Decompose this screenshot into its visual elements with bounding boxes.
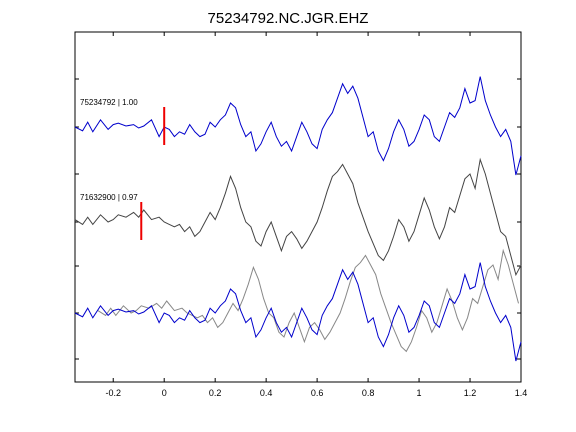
chart-title: 75234792.NC.JGR.EHZ <box>208 10 369 27</box>
overlay-trace-primary <box>74 262 522 362</box>
x-tick-label: 0 <box>162 388 167 398</box>
x-tick-label: 0.4 <box>260 388 273 398</box>
overlay-trace-secondary <box>97 248 519 353</box>
trace-line-2 <box>74 157 522 277</box>
traces-layer: 75234792 | 1.00 71632900 | 0.97 <box>74 76 522 362</box>
x-tick-label: -0.2 <box>105 388 121 398</box>
plot-frame <box>74 31 522 383</box>
x-tick-label: 0.2 <box>209 388 222 398</box>
x-tick-label: 1.4 <box>515 388 528 398</box>
trace-label-1: 75234792 | 1.00 <box>80 98 138 107</box>
trace-label-2: 71632900 | 0.97 <box>80 193 138 202</box>
axis-ticks: -0.2 0 0.2 0.4 0.6 0.8 1 1.2 1.4 <box>75 32 527 398</box>
x-tick-label: 1 <box>417 388 422 398</box>
trace-line-1 <box>74 76 522 176</box>
x-tick-label: 1.2 <box>464 388 477 398</box>
x-tick-label: 0.6 <box>311 388 324 398</box>
x-tick-label: 0.8 <box>362 388 375 398</box>
